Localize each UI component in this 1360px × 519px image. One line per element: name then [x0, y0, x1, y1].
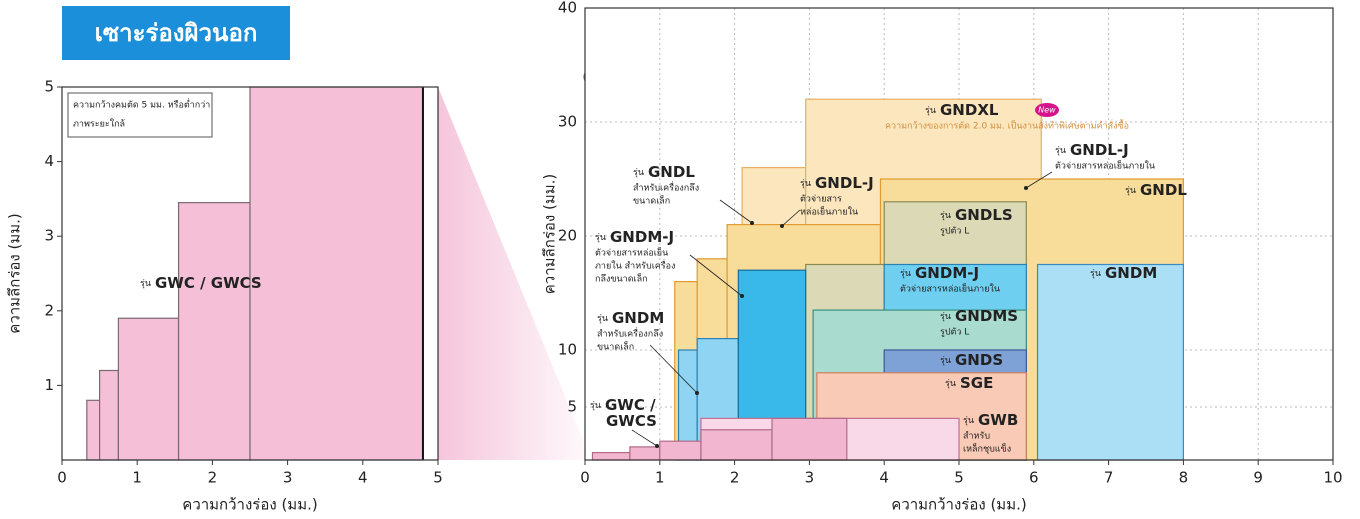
region-step	[701, 430, 772, 460]
region-step	[772, 418, 847, 460]
y-tick-label: 20	[558, 226, 577, 244]
model-prefix: รุ่น	[800, 179, 811, 189]
region-step	[630, 447, 660, 460]
model-prefix: รุ่น	[945, 379, 956, 389]
x-tick-label: 4	[879, 469, 889, 487]
y-tick-label: 5	[567, 397, 577, 415]
model-prefix: รุ่น	[1090, 269, 1101, 279]
model-prefix: รุ่น	[140, 279, 151, 289]
x-tick-label: 3	[805, 469, 815, 487]
model-name: SGE	[960, 374, 993, 392]
x-tick-label: 7	[1104, 469, 1114, 487]
note-text: ภาพระยะใกล้	[73, 119, 125, 130]
annotation-line: รูปตัว L	[940, 227, 969, 237]
model-name: GNDS	[955, 351, 1003, 369]
model-prefix: รุ่น	[963, 416, 974, 426]
model-prefix: รุ่น	[1055, 146, 1066, 156]
x-tick-label: 2	[730, 469, 740, 487]
leader-dot	[780, 224, 784, 228]
model-name: GNDLS	[955, 206, 1013, 224]
y-tick-label: 5	[44, 78, 54, 96]
x-tick-label: 4	[358, 469, 368, 487]
x-tick-label: 1	[655, 469, 665, 487]
model-prefix: รุ่น	[940, 211, 951, 221]
x-tick-label: 6	[1029, 469, 1039, 487]
page: เซาะร่องผิวนอก 12345012345ความกว้างคมตัด…	[0, 0, 1360, 519]
x-tick-label: 3	[283, 469, 293, 487]
region-step	[1038, 264, 1184, 460]
region-step	[250, 87, 423, 460]
y-tick-label: 10	[558, 340, 577, 358]
model-name: GWCS	[606, 412, 657, 430]
y-axis-label: ความลึกร่อง (มม.)	[6, 213, 24, 333]
y-tick-label: 40	[558, 0, 577, 17]
leader-dot	[750, 221, 754, 225]
x-tick-label: 10	[1323, 469, 1342, 487]
annotation-line: สำหรับ	[963, 431, 990, 442]
x-tick-label: 0	[580, 469, 590, 487]
region-step	[660, 441, 701, 460]
model-prefix: รุ่น	[597, 314, 608, 324]
model-name: GNDM-J	[610, 228, 674, 246]
x-tick-label: 5	[954, 469, 964, 487]
new-badge-text: New	[1038, 106, 1056, 115]
annotation-line: รูปตัว L	[940, 328, 969, 338]
model-name: GNDL-J	[815, 174, 874, 192]
x-tick-label: 9	[1253, 469, 1263, 487]
model-name: GNDL-J	[1070, 141, 1129, 159]
region-step	[87, 400, 100, 460]
x-tick-label: 5	[433, 469, 443, 487]
y-tick-label: 2	[44, 301, 54, 319]
region-step	[179, 203, 250, 460]
leader-dot	[695, 391, 699, 395]
leader-dot	[740, 294, 744, 298]
annotation-line: ตัวจ่ายสาร	[800, 195, 842, 205]
x-axis-label: ความกว้างร่อง (มม.)	[891, 496, 1026, 514]
model-prefix: รุ่น	[595, 233, 606, 243]
model-name: GNDL	[648, 163, 695, 181]
model-name: GWC / GWCS	[155, 274, 262, 292]
leader-dot	[655, 444, 659, 448]
y-tick-label: 3	[44, 227, 54, 245]
model-name: GNDXL	[940, 101, 999, 119]
model-prefix: รุ่น	[633, 168, 644, 178]
model-name: GNDMS	[955, 307, 1018, 325]
y-tick-label: 1	[44, 376, 54, 394]
page-title: เซาะร่องผิวนอก	[95, 19, 258, 47]
x-tick-label: 0	[57, 469, 67, 487]
x-tick-label: 8	[1179, 469, 1189, 487]
region-step	[118, 318, 178, 460]
model-name: GNDM-J	[915, 264, 979, 282]
y-axis-label: ความลึกร่อง (มม.)	[541, 174, 559, 294]
zoom-fan	[438, 87, 585, 460]
region-step	[592, 453, 629, 460]
model-prefix: รุ่น	[590, 401, 601, 411]
model-name: GNDL	[1140, 181, 1187, 199]
model-name: GNDM	[612, 309, 664, 327]
model-name: GNDM	[1105, 264, 1157, 282]
model-name: GWB	[978, 411, 1018, 429]
y-tick-label: 4	[44, 152, 54, 170]
y-tick-label: 30	[558, 112, 577, 130]
region-step	[100, 370, 119, 460]
leader-dot	[1024, 186, 1028, 190]
model-prefix: รุ่น	[940, 312, 951, 322]
model-prefix: รุ่น	[900, 269, 911, 279]
annotation-title: รุ่น GWC / GWCS	[140, 274, 262, 292]
model-prefix: รุ่น	[925, 106, 936, 116]
x-axis-label: ความกว้างร่อง (มม.)	[182, 496, 317, 514]
x-tick-label: 1	[132, 469, 142, 487]
model-prefix: รุ่น	[1125, 186, 1136, 196]
x-tick-label: 2	[208, 469, 218, 487]
model-prefix: รุ่น	[940, 356, 951, 366]
